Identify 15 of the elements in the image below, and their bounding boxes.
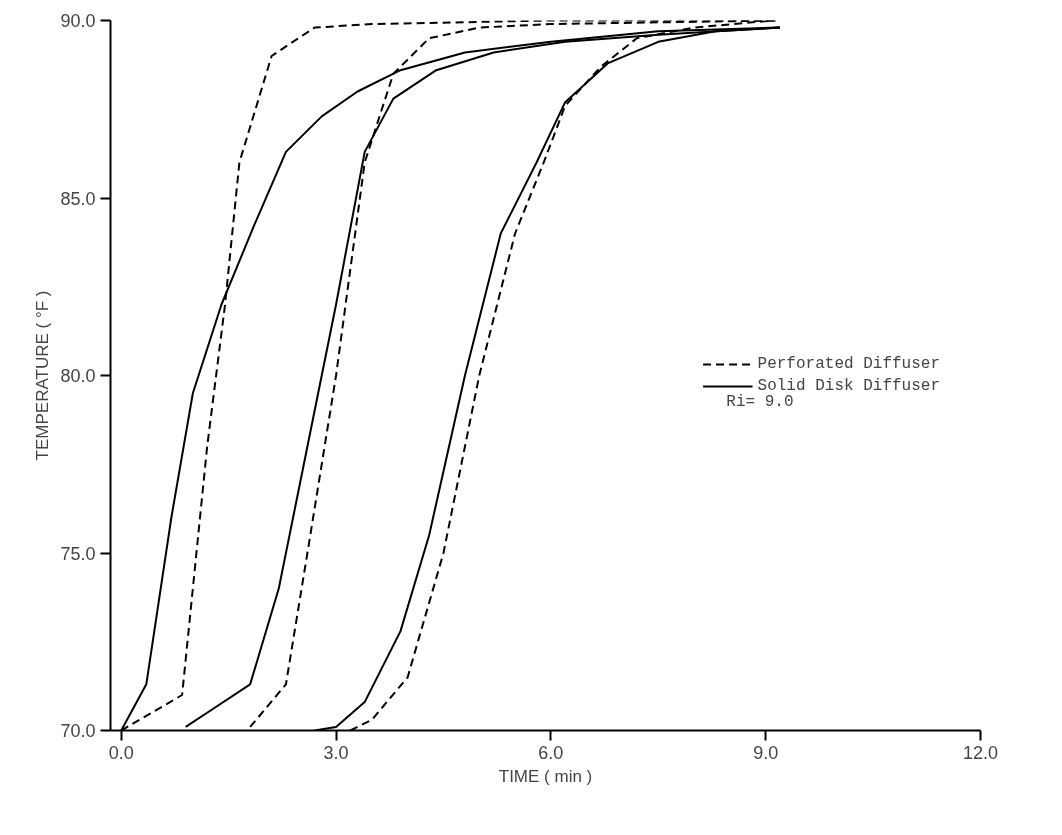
y-axis-title: TEMPERATURE ( °F ): [33, 290, 53, 461]
y-tick-label: 75.0: [60, 543, 96, 564]
x-axis-title: TIME ( min ): [498, 766, 593, 786]
x-tick-label: 9.0: [753, 742, 779, 763]
legend-label: Solid Disk Diffuser: [757, 377, 940, 395]
x-tick-label: 12.0: [962, 742, 999, 763]
y-tick-label: 90.0: [60, 11, 96, 31]
x-tick-label: 6.0: [538, 742, 564, 763]
y-tick-label: 70.0: [60, 721, 96, 741]
x-tick-label: 0.0: [108, 742, 134, 763]
x-tick-label: 3.0: [323, 742, 349, 763]
y-tick-label: 85.0: [60, 188, 96, 209]
annotation: Ri= 9.0: [726, 393, 794, 411]
legend-label: Perforated Diffuser: [757, 355, 940, 373]
y-tick-label: 80.0: [60, 366, 96, 386]
